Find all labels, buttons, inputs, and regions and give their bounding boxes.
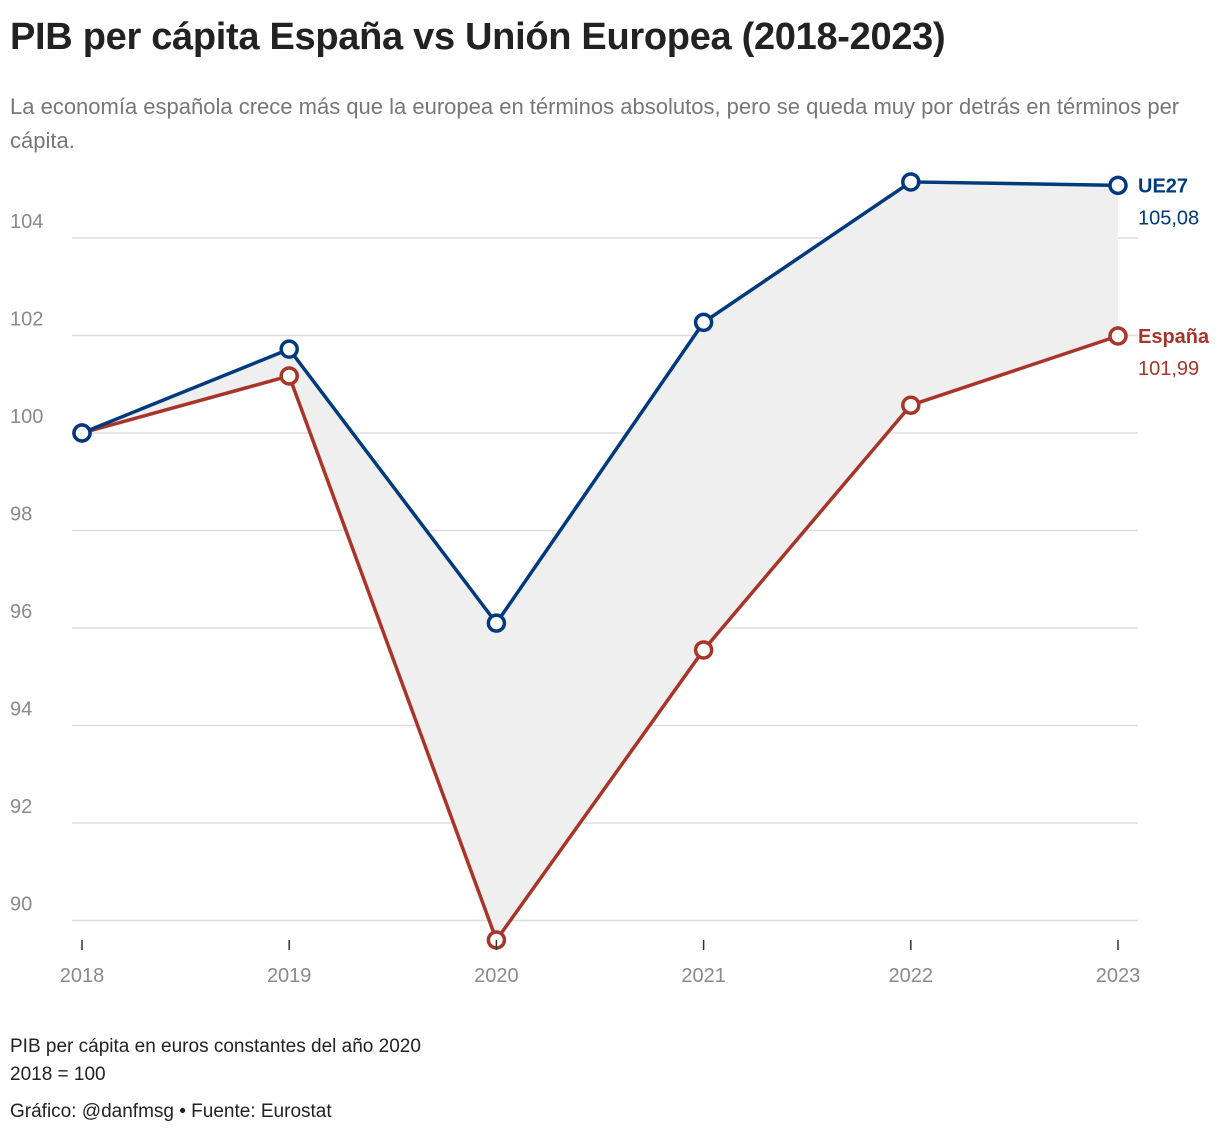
series-line-ue27 (81, 180, 1119, 625)
series-end-labels: UE27 105,08 España 101,99 (1138, 175, 1210, 380)
y-tick-label: 98 (10, 504, 32, 526)
y-tick-label: 90 (10, 894, 32, 916)
point-ue27-2018 (72, 423, 92, 443)
unit-note: PIB per cápita en euros constantes del a… (10, 1036, 421, 1057)
y-tick-label: 94 (10, 699, 32, 721)
y-tick-label: 96 (10, 601, 32, 623)
line-chart: UE27 105,08 España 101,99 90 92 94 96 98 100 102 1… (10, 172, 1210, 987)
end-value-espana: 101,99 (1138, 358, 1199, 380)
chart-subtitle: La economía española crece más que la eu… (10, 94, 1180, 153)
x-tick-label: 2018 (60, 965, 105, 987)
series-points (72, 172, 1128, 950)
point-ue27-2022 (901, 172, 921, 192)
base-note: 2018 = 100 (10, 1064, 106, 1085)
point-espana-2019 (279, 366, 299, 386)
end-label-ue27: UE27 (1138, 175, 1188, 197)
x-tick-label: 2021 (681, 965, 726, 987)
axes: 90 92 94 96 98 100 102 104 2018 2019 2020 2021 2022 2… (10, 211, 1140, 987)
point-ue27-2023 (1108, 175, 1128, 196)
point-espana-2021 (693, 640, 714, 660)
x-tick-label: 2022 (889, 965, 934, 987)
point-espana-2023 (1108, 326, 1128, 346)
end-value-ue27: 105,08 (1138, 207, 1199, 229)
point-espana-2022 (901, 395, 921, 415)
gap-fill (82, 181, 1118, 940)
x-tick-label: 2019 (267, 965, 312, 987)
y-tick-label: 104 (10, 211, 43, 233)
chart-title: PIB per cápita España vs Unión Europea (… (10, 16, 946, 58)
series-lines (81, 180, 1119, 942)
point-ue27-2020 (486, 613, 507, 633)
point-ue27-2019 (279, 339, 299, 359)
series-line-espana (81, 334, 1119, 942)
y-tick-label: 92 (10, 796, 32, 818)
point-ue27-2021 (693, 312, 714, 333)
credit-note: Gráfico: @danfmsg • Fuente: Eurostat (10, 1101, 332, 1122)
x-tick-label: 2020 (474, 965, 519, 987)
y-tick-label: 102 (10, 309, 43, 331)
gap-area (82, 181, 1118, 940)
x-tick-label: 2023 (1096, 965, 1141, 987)
y-tick-label: 100 (10, 406, 43, 428)
end-label-espana: España (1138, 326, 1210, 348)
